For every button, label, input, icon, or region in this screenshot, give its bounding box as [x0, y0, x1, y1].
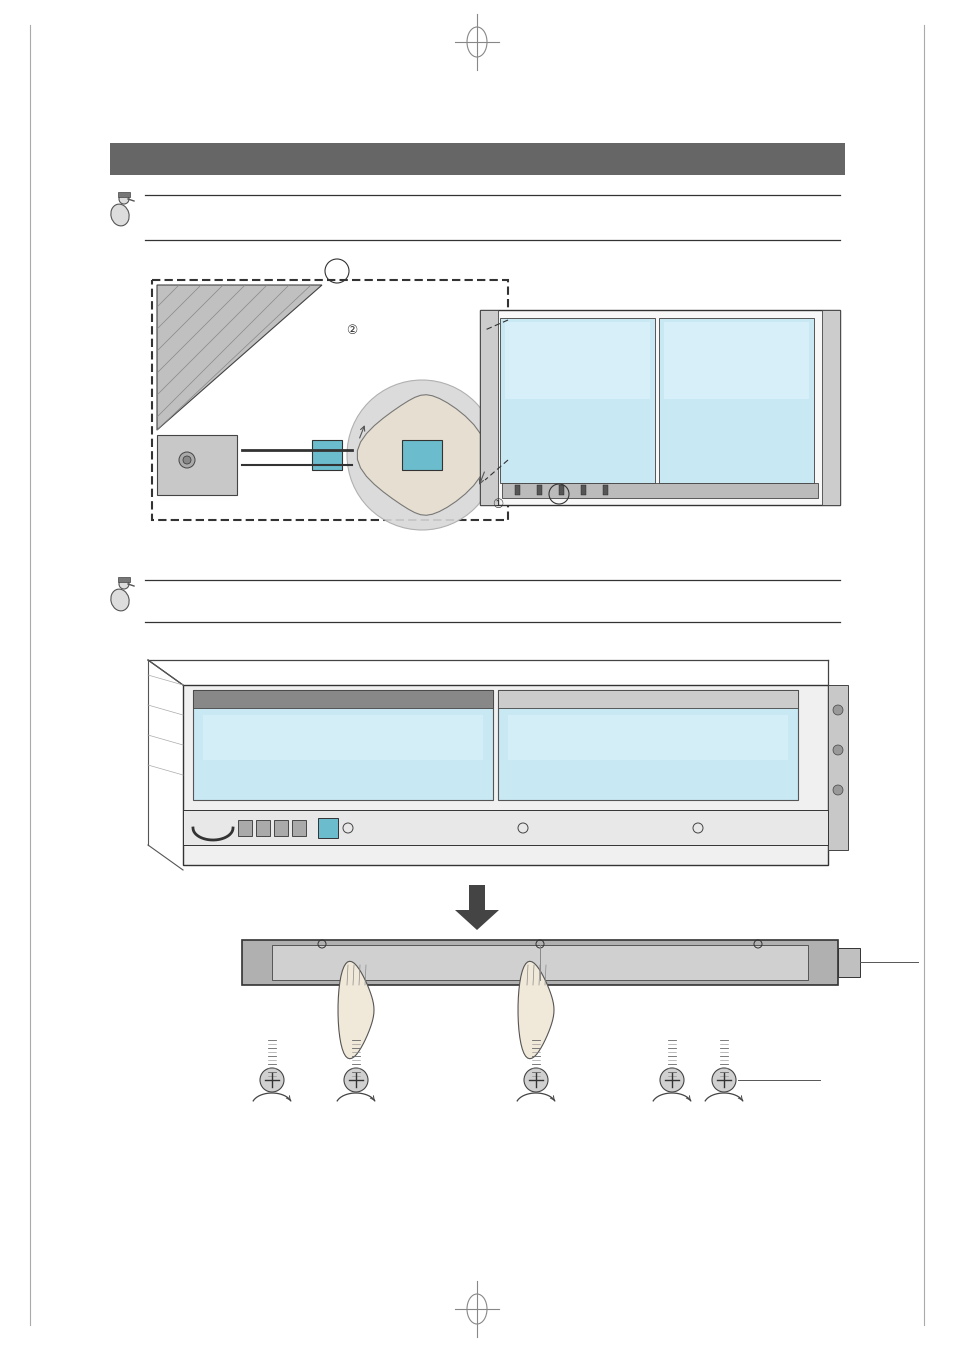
Circle shape: [832, 785, 842, 794]
Circle shape: [711, 1069, 735, 1092]
Bar: [504, 322, 649, 399]
Circle shape: [832, 744, 842, 755]
Bar: [193, 690, 493, 800]
Bar: [401, 440, 441, 470]
Bar: [118, 577, 130, 582]
Ellipse shape: [111, 589, 129, 611]
Ellipse shape: [111, 204, 129, 226]
Bar: [272, 944, 807, 979]
Bar: [242, 940, 837, 985]
Circle shape: [347, 380, 497, 530]
Circle shape: [260, 1069, 284, 1092]
Polygon shape: [157, 285, 322, 430]
Text: ①: ①: [492, 499, 503, 512]
Bar: [602, 485, 607, 494]
Bar: [837, 948, 859, 977]
Bar: [292, 820, 306, 836]
Circle shape: [344, 1069, 368, 1092]
Bar: [537, 485, 541, 494]
Bar: [659, 317, 813, 484]
Bar: [255, 820, 270, 836]
Circle shape: [183, 457, 191, 463]
Text: ②: ②: [346, 323, 357, 336]
Bar: [497, 690, 797, 708]
Bar: [312, 440, 341, 470]
Bar: [515, 485, 519, 494]
Polygon shape: [337, 962, 374, 1059]
Bar: [580, 485, 585, 494]
Bar: [203, 715, 482, 761]
Bar: [183, 811, 827, 844]
Polygon shape: [455, 911, 498, 929]
Bar: [507, 715, 787, 761]
Bar: [821, 309, 840, 505]
Bar: [497, 690, 797, 800]
Polygon shape: [517, 962, 554, 1059]
Bar: [558, 485, 563, 494]
Circle shape: [179, 453, 194, 467]
Bar: [157, 435, 236, 494]
Bar: [110, 143, 844, 176]
Ellipse shape: [119, 195, 129, 204]
Circle shape: [659, 1069, 683, 1092]
Bar: [183, 685, 827, 865]
Circle shape: [832, 705, 842, 715]
Ellipse shape: [119, 580, 129, 589]
Bar: [118, 192, 130, 197]
Bar: [237, 820, 252, 836]
Bar: [479, 309, 497, 505]
Bar: [193, 690, 493, 708]
Bar: [479, 309, 840, 505]
Bar: [499, 317, 655, 484]
Polygon shape: [357, 394, 486, 515]
Bar: [317, 817, 337, 838]
Bar: [469, 885, 484, 911]
Bar: [152, 280, 507, 520]
Bar: [663, 322, 808, 399]
Bar: [827, 685, 847, 850]
Bar: [274, 820, 288, 836]
Bar: [501, 484, 817, 499]
Circle shape: [523, 1069, 547, 1092]
